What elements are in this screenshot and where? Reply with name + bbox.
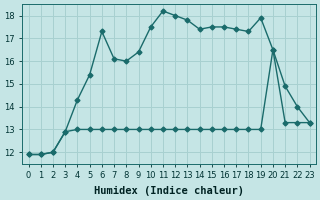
X-axis label: Humidex (Indice chaleur): Humidex (Indice chaleur) bbox=[94, 186, 244, 196]
